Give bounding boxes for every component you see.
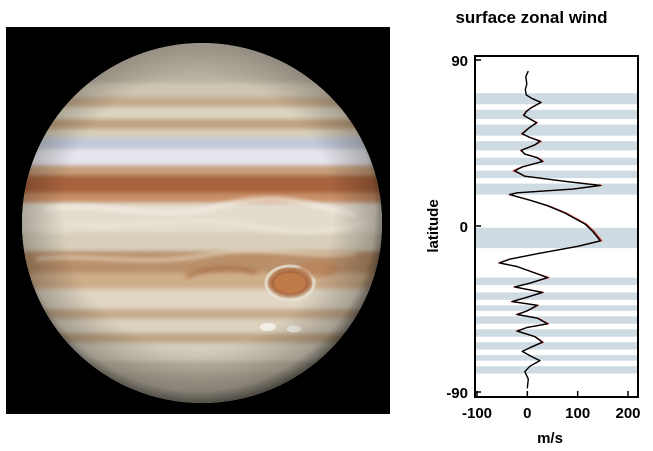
latitude-band bbox=[476, 157, 637, 166]
tick-labels: -100 0 100 200 90 0 -90 bbox=[446, 53, 640, 422]
latitude-band bbox=[476, 109, 637, 120]
series-line-black bbox=[498, 70, 601, 389]
y-tick-label: -90 bbox=[446, 385, 468, 402]
y-tick-label: 90 bbox=[451, 53, 468, 70]
latitude-band bbox=[476, 141, 637, 151]
x-tick-label: 0 bbox=[523, 405, 531, 422]
latitude-band bbox=[476, 93, 637, 105]
latitude-band bbox=[476, 170, 637, 179]
x-tick-label: 200 bbox=[615, 405, 640, 422]
latitude-bands bbox=[476, 93, 637, 374]
latitude-band bbox=[476, 366, 637, 374]
chart-title: surface zonal wind bbox=[455, 8, 608, 27]
latitude-band bbox=[476, 124, 637, 136]
latitude-band bbox=[476, 227, 637, 249]
latitude-band bbox=[476, 355, 637, 361]
latitude-band bbox=[476, 183, 637, 195]
jupiter-planet-image bbox=[22, 43, 382, 403]
latitude-band bbox=[476, 342, 637, 350]
latitude-band bbox=[476, 292, 637, 300]
latitude-band bbox=[476, 329, 637, 337]
x-tick-label: 100 bbox=[565, 405, 590, 422]
y-axis-label: latitude bbox=[425, 199, 442, 252]
latitude-band bbox=[476, 305, 637, 311]
series-layer bbox=[498, 70, 603, 389]
latitude-band bbox=[476, 277, 637, 286]
y-tick-label: 0 bbox=[460, 219, 468, 236]
x-axis-label: m/s bbox=[537, 430, 563, 447]
tick-marks bbox=[475, 59, 629, 397]
jupiter-image bbox=[6, 27, 390, 414]
x-tick-label: -100 bbox=[462, 405, 492, 422]
latitude-band bbox=[476, 316, 637, 324]
